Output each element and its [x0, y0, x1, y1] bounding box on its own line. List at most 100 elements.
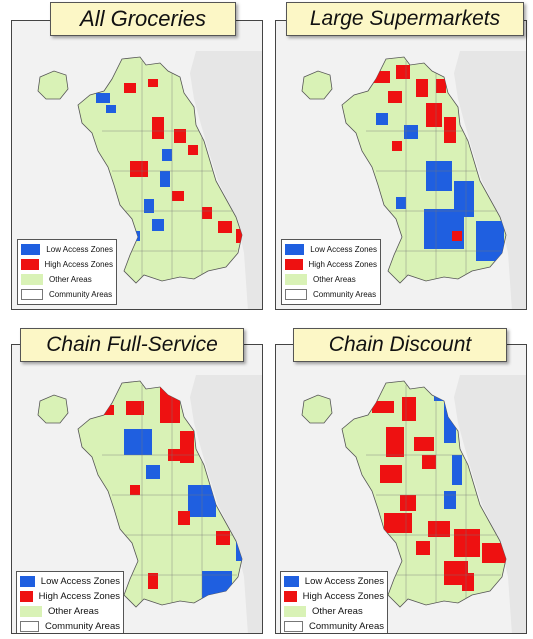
community-areas-swatch — [285, 289, 307, 300]
legend-row-high: High Access Zones — [285, 257, 377, 272]
low-access-zone — [96, 93, 110, 103]
other-areas-label: Other Areas — [312, 606, 363, 617]
high-access-zone — [388, 91, 402, 103]
low-access-zone — [236, 541, 242, 561]
high-access-zone — [384, 513, 412, 533]
low-access-swatch — [285, 244, 305, 255]
other-areas-swatch — [285, 274, 307, 285]
legend-large-supermarkets: Low Access Zones High Access Zones Other… — [281, 239, 381, 305]
low-access-zone — [124, 429, 152, 455]
city-map-all-groceries — [37, 51, 262, 309]
legend-row-high: High Access Zones — [21, 257, 113, 272]
map-chain-discount — [301, 375, 526, 633]
legend-row-other: Other Areas — [284, 604, 384, 619]
legend-all-groceries: Low Access Zones High Access Zones Other… — [17, 239, 117, 305]
high-access-zone — [172, 191, 184, 201]
legend-row-other: Other Areas — [21, 272, 113, 287]
high-access-zone — [386, 427, 404, 457]
high-access-zone — [428, 521, 450, 537]
map-panel-chain-full-service: Low Access Zones High Access Zones Other… — [11, 344, 263, 634]
low-access-zone — [444, 491, 456, 509]
other-areas-label: Other Areas — [48, 606, 99, 617]
low-access-zone — [452, 455, 462, 485]
legend-row-other: Other Areas — [285, 272, 377, 287]
low-access-zone — [160, 171, 170, 187]
high-access-zone — [380, 465, 402, 483]
lake-michigan — [454, 375, 526, 633]
low-access-swatch — [20, 576, 35, 587]
ohare-area — [37, 70, 69, 100]
high-access-zone — [160, 387, 180, 423]
lake-michigan — [454, 51, 526, 309]
low-access-zone — [106, 105, 116, 113]
low-access-swatch — [284, 576, 299, 587]
panel-title: Large Supermarkets — [286, 2, 524, 36]
community-areas-swatch — [20, 621, 40, 632]
community-areas-label: Community Areas — [309, 621, 384, 632]
high-access-zone — [148, 79, 158, 87]
panel-title: Chain Full-Service — [20, 328, 244, 362]
high-access-zone — [82, 393, 92, 417]
high-access-zone — [444, 117, 456, 143]
high-access-label: High Access Zones — [308, 260, 377, 269]
high-access-zone — [202, 207, 212, 219]
high-access-zone — [124, 83, 136, 93]
map-chain-full-service — [37, 375, 262, 633]
low-access-zone — [146, 465, 160, 479]
map-panel-all-groceries: Low Access Zones High Access Zones Other… — [11, 20, 263, 310]
high-access-zone — [392, 141, 402, 151]
high-access-zone — [396, 65, 410, 79]
community-areas-label: Community Areas — [313, 290, 377, 299]
ohare-area — [37, 394, 69, 424]
city-boundary — [77, 380, 243, 608]
low-access-zone — [454, 181, 474, 217]
city-map-chain-discount — [301, 375, 526, 633]
community-areas-swatch — [21, 289, 43, 300]
other-areas-label: Other Areas — [49, 275, 92, 284]
lake-michigan — [190, 375, 262, 633]
high-access-swatch — [21, 259, 39, 270]
legend-row-community: Community Areas — [20, 619, 120, 633]
legend-row-community: Community Areas — [21, 287, 113, 302]
city-map-large-supermarkets — [301, 51, 526, 309]
other-areas-swatch — [284, 606, 306, 617]
high-access-zone — [414, 437, 434, 451]
community-areas-label: Community Areas — [45, 621, 120, 632]
access-zones — [372, 65, 504, 261]
high-access-zone — [482, 543, 506, 563]
other-areas-label: Other Areas — [313, 275, 356, 284]
map-large-supermarkets — [301, 51, 526, 309]
low-access-label: Low Access Zones — [304, 576, 384, 587]
low-access-swatch — [21, 244, 41, 255]
low-access-zone — [404, 125, 418, 139]
high-access-zone — [174, 129, 186, 143]
community-areas-label: Community Areas — [49, 290, 113, 299]
high-access-zone — [218, 221, 232, 233]
high-access-zone — [402, 397, 416, 421]
legend-row-community: Community Areas — [284, 619, 384, 633]
legend-row-high: High Access Zones — [20, 589, 120, 604]
high-access-zone — [130, 485, 140, 495]
access-zones — [372, 381, 506, 591]
legend-row-high: High Access Zones — [284, 589, 384, 604]
low-access-zone — [376, 113, 388, 125]
high-access-zone — [436, 79, 446, 93]
low-access-zone — [476, 221, 504, 261]
high-access-zone — [372, 401, 394, 413]
high-access-zone — [148, 573, 158, 589]
lake-michigan — [190, 51, 262, 309]
high-access-label: High Access Zones — [44, 260, 113, 269]
city-map-chain-full-service — [37, 375, 262, 633]
low-access-zone — [444, 403, 456, 443]
low-access-zone — [162, 149, 172, 161]
low-access-zone — [130, 231, 140, 241]
ohare-area — [301, 70, 333, 100]
city-boundary — [77, 56, 243, 284]
low-access-zone — [424, 209, 464, 249]
high-access-zone — [188, 145, 198, 155]
map-panel-large-supermarkets: Low Access Zones High Access Zones Other… — [275, 20, 527, 310]
other-areas-swatch — [21, 274, 43, 285]
other-areas-swatch — [20, 606, 42, 617]
low-access-zone — [396, 197, 406, 209]
high-access-zone — [236, 229, 242, 243]
